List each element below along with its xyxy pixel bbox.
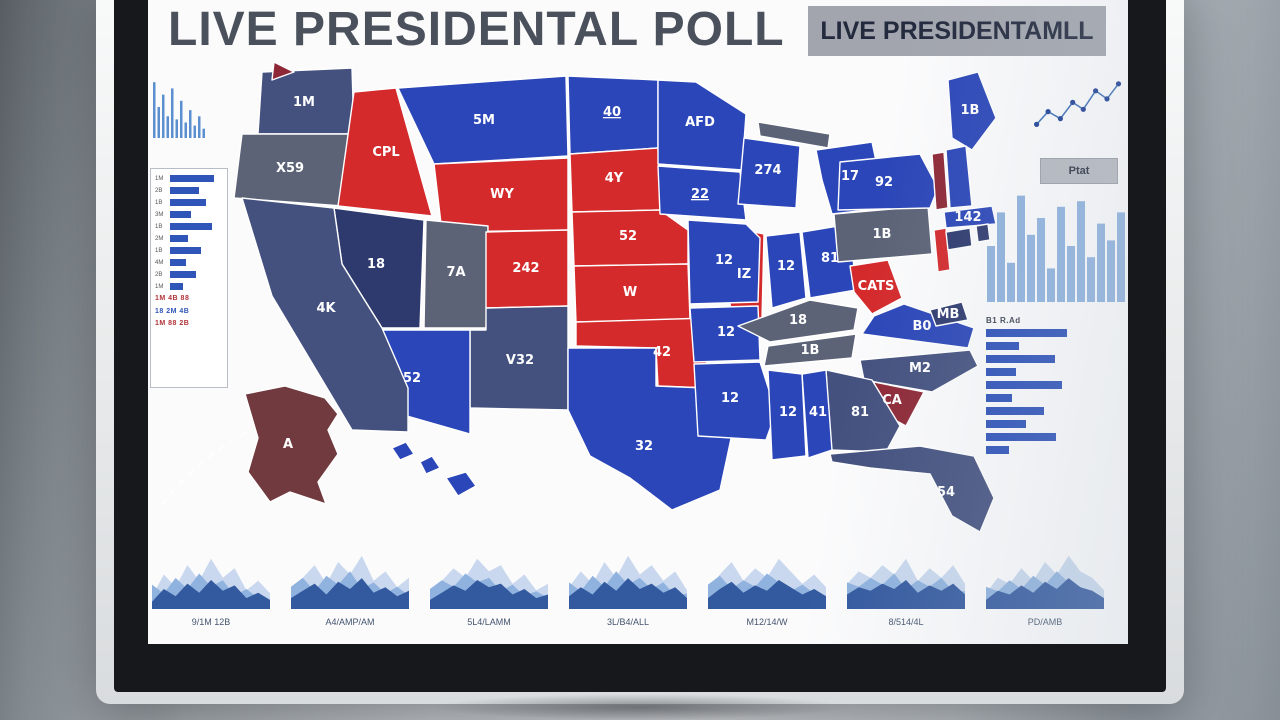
area-chart-label: 3L/B4/ALL xyxy=(606,617,650,627)
area-chart xyxy=(986,543,1104,614)
alaska-route-dash xyxy=(161,429,251,505)
area-chart-label: A4/AMP/AM xyxy=(325,617,375,627)
state-la[interactable] xyxy=(693,361,777,441)
state-ia[interactable] xyxy=(657,165,747,221)
state-ne[interactable] xyxy=(571,209,689,267)
state-fl[interactable] xyxy=(829,445,995,533)
area-chart-label: PD/AMB xyxy=(1027,617,1063,627)
state-hi[interactable] xyxy=(445,471,477,497)
page-title: LIVE PRESIDENTAL POLL xyxy=(168,3,785,56)
state-or[interactable] xyxy=(233,133,353,207)
bottom-area-charts: 9/1M 12B A4/AMP/AM 5L4/LAMM 3L/B4/ALL M1… xyxy=(152,543,1104,627)
area-chart-label: M12/14/W xyxy=(746,617,788,627)
state-nc[interactable] xyxy=(859,349,979,393)
state-nj[interactable] xyxy=(933,227,951,273)
header-label-box: LIVE PRESIDENTAMLL xyxy=(808,6,1106,56)
state-hi[interactable] xyxy=(391,441,415,461)
coast-notch xyxy=(271,61,295,81)
state-hi[interactable] xyxy=(419,455,441,475)
state-ms[interactable] xyxy=(767,369,807,461)
ranking-chart-title: B1 R.Ad xyxy=(986,316,1021,325)
state-ca[interactable] xyxy=(241,197,409,433)
state-pa[interactable] xyxy=(833,205,933,263)
area-chart xyxy=(847,543,965,614)
state-sd[interactable] xyxy=(569,147,661,213)
ranking-bar-chart: B1 R.Ad xyxy=(986,316,1082,459)
trend-scatter-chart xyxy=(1030,70,1126,147)
state-al[interactable] xyxy=(801,369,833,459)
state-co[interactable] xyxy=(485,229,569,309)
area-chart-panel: 5L4/LAMM xyxy=(430,543,548,627)
mini-bar-chart xyxy=(152,76,206,143)
panel-button[interactable]: Ptat xyxy=(1040,158,1118,184)
area-chart xyxy=(291,543,409,614)
area-chart-label: 5L4/LAMM xyxy=(467,617,511,627)
area-chart-panel: 9/1M 12B xyxy=(152,543,270,627)
state-nh[interactable] xyxy=(945,145,973,209)
area-chart xyxy=(430,543,548,614)
state-me[interactable] xyxy=(947,71,997,151)
state-tn[interactable] xyxy=(763,333,857,367)
state-vt[interactable] xyxy=(931,151,949,211)
monitor-stand-shadow xyxy=(430,694,850,720)
state-ma[interactable] xyxy=(943,205,997,229)
state-in[interactable] xyxy=(765,231,807,309)
area-chart xyxy=(569,543,687,614)
state-md[interactable] xyxy=(929,301,969,327)
state-nd[interactable] xyxy=(567,75,659,155)
state-ny[interactable] xyxy=(837,153,939,211)
poll-dashboard-screen: LIVE PRESIDENTAL POLL LIVE PRESIDENTAMLL… xyxy=(148,0,1128,644)
state-mt[interactable] xyxy=(397,75,569,165)
histogram-chart xyxy=(986,190,1126,307)
area-chart-panel: M12/14/W xyxy=(708,543,826,627)
state-ks[interactable] xyxy=(573,263,691,323)
area-chart-panel: 8/514/4L xyxy=(847,543,965,627)
area-chart-label: 9/1M 12B xyxy=(191,617,231,627)
area-chart-label: 8/514/4L xyxy=(888,617,924,627)
area-chart-panel: PD/AMB xyxy=(986,543,1104,627)
state-id[interactable] xyxy=(337,87,433,217)
state-wy[interactable] xyxy=(433,157,569,233)
state-ut[interactable] xyxy=(423,219,489,329)
state-ar[interactable] xyxy=(689,305,761,363)
area-chart xyxy=(152,543,270,614)
area-chart-panel: A4/AMP/AM xyxy=(291,543,409,627)
state-wv[interactable] xyxy=(849,259,903,315)
state-ct[interactable] xyxy=(945,227,973,251)
us-map: 1M X59 CPL 5M 40 4Y WY 18 7A 242 52 W 42… xyxy=(161,61,997,533)
ranking-chart-bars xyxy=(986,329,1082,454)
header-label: LIVE PRESIDENTAMLL xyxy=(820,16,1094,45)
state-ky[interactable] xyxy=(737,299,859,343)
state-mo[interactable] xyxy=(687,219,761,305)
state-tx[interactable] xyxy=(567,347,733,511)
state-ri[interactable] xyxy=(975,223,991,243)
state-mn[interactable] xyxy=(657,79,747,171)
state-wi[interactable] xyxy=(737,137,801,209)
state-ak[interactable] xyxy=(244,385,339,505)
area-chart xyxy=(708,543,826,614)
legend-panel: 1M 2B 1B 3M 1B 2M 1B 4M 2B 1M 1M 4B 88 18 2M 4B 1M 8… xyxy=(150,168,228,388)
area-chart-panel: 3L/B4/ALL xyxy=(569,543,687,627)
